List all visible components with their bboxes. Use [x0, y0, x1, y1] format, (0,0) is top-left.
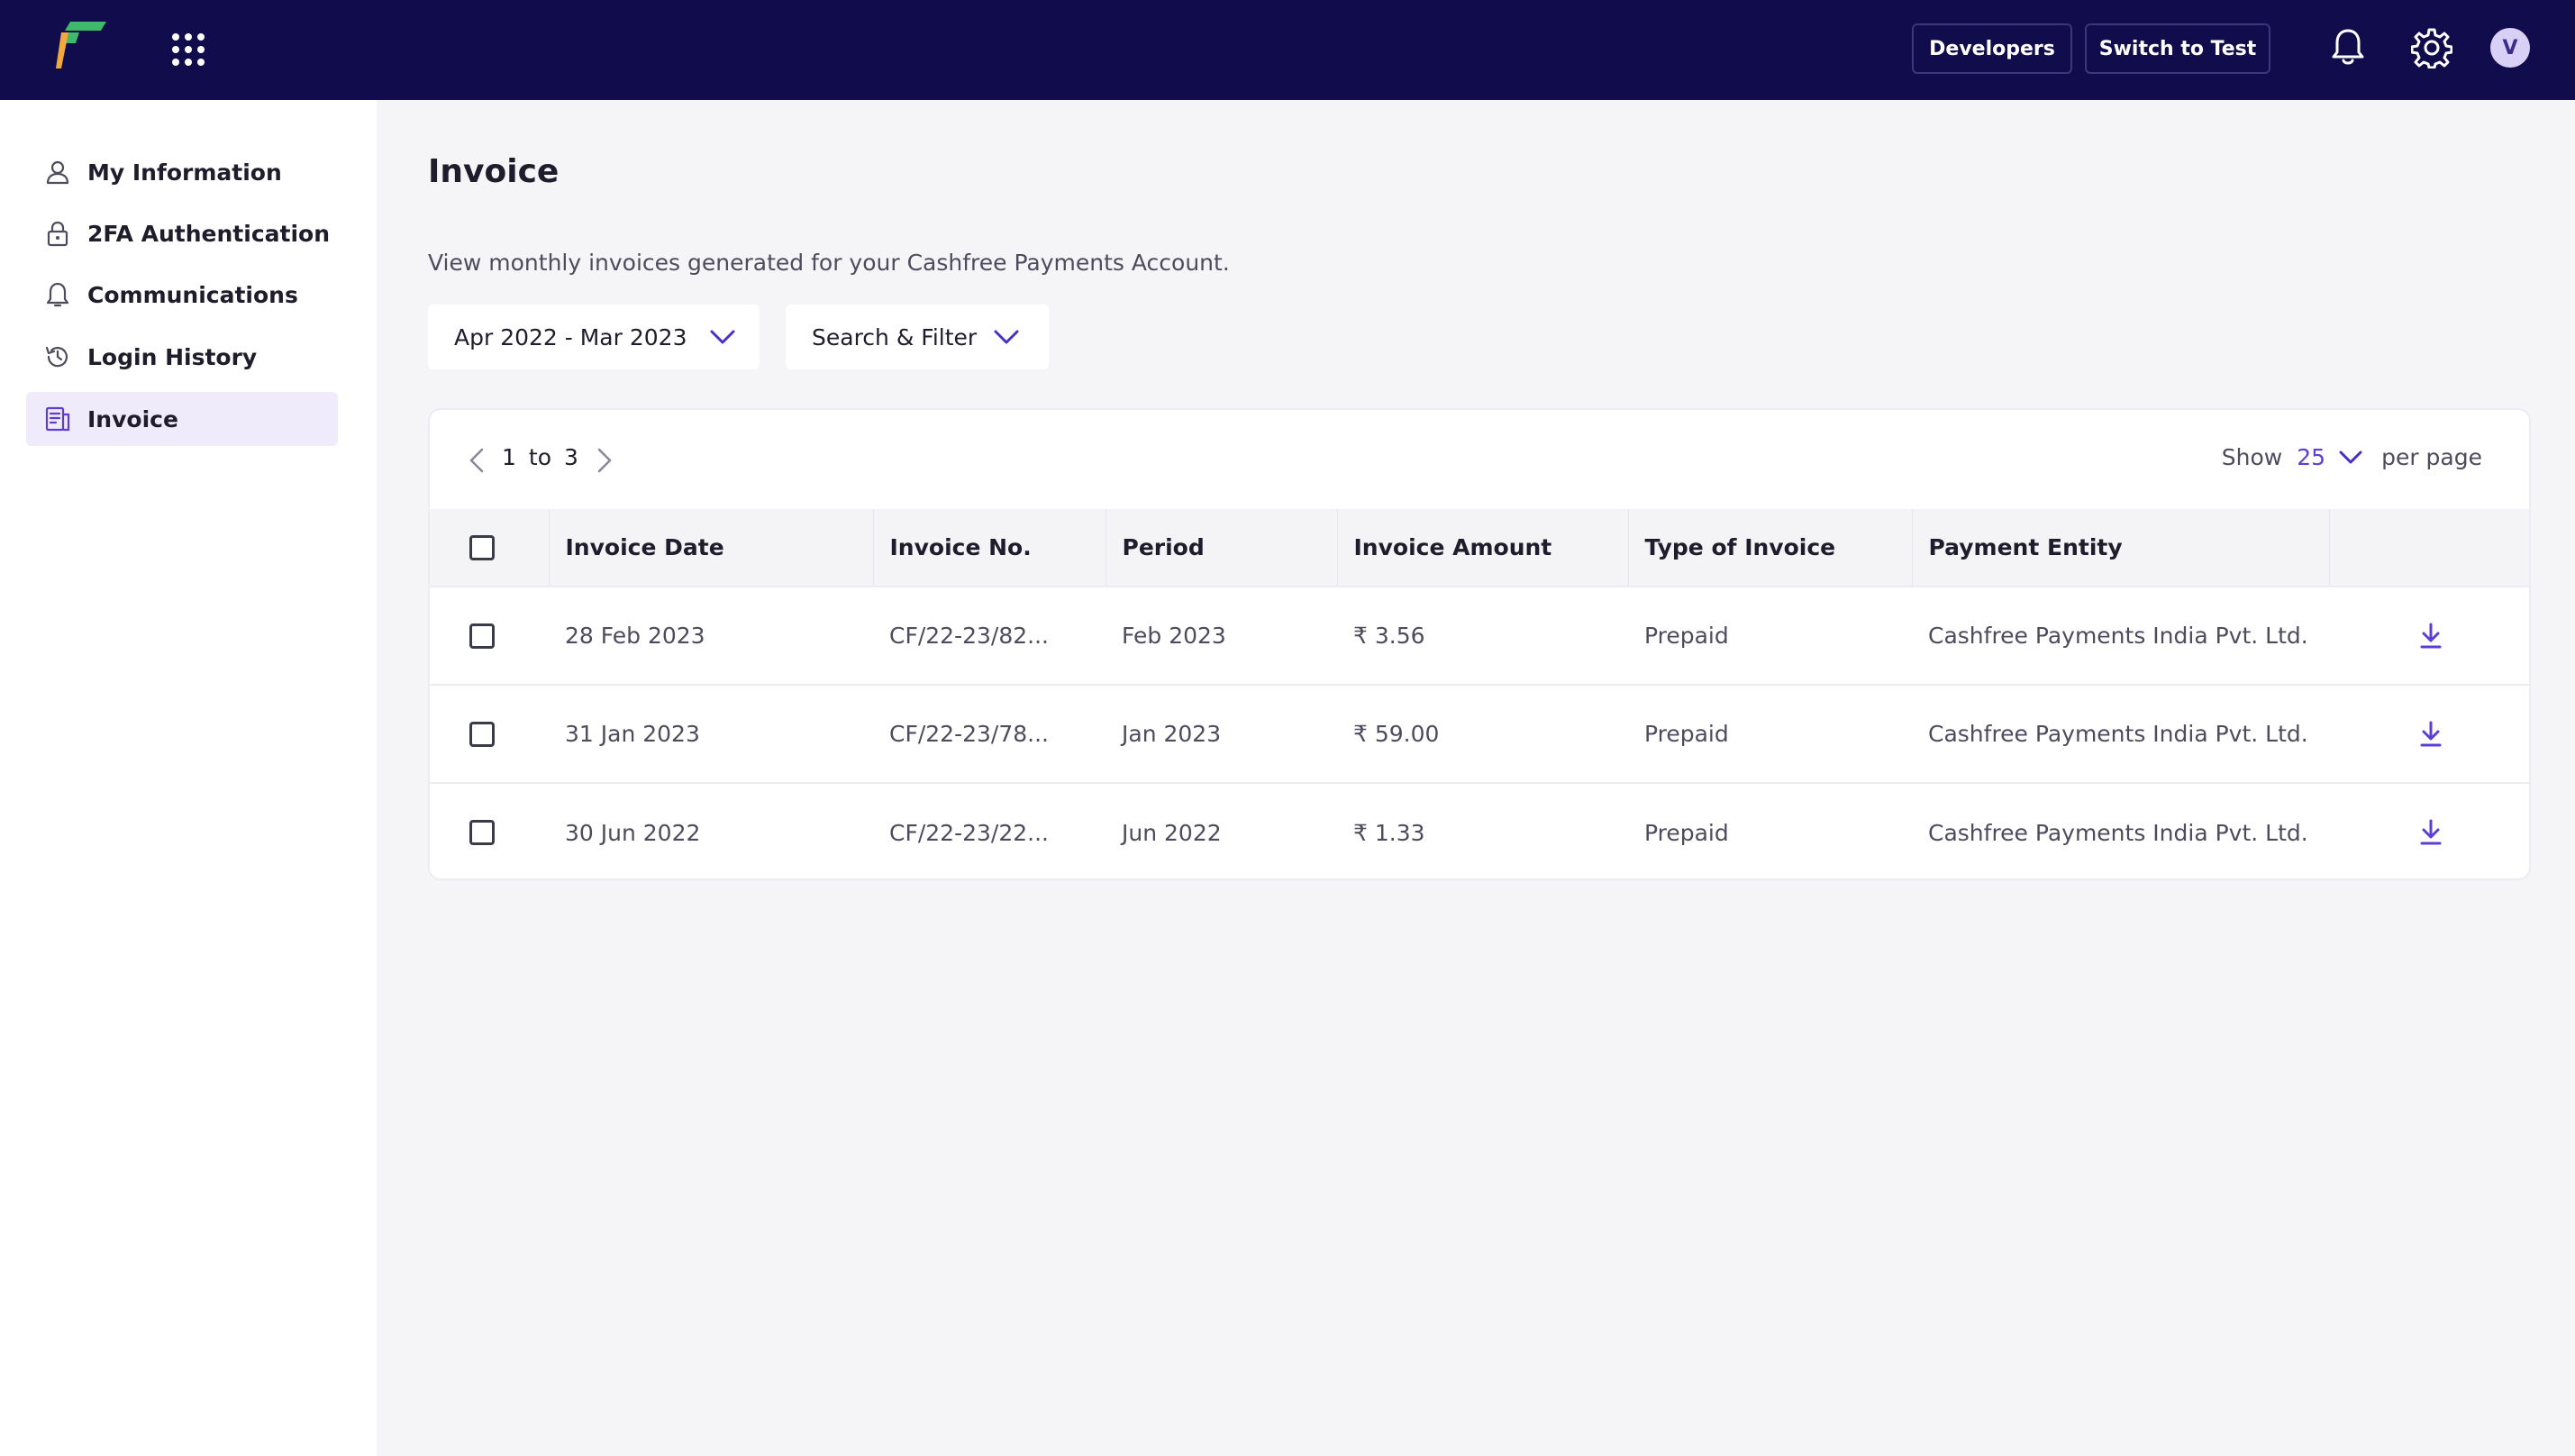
invoice-period: Jan 2023: [1122, 721, 1222, 747]
download-cell: [2329, 685, 2529, 783]
sidebar-item-communications[interactable]: Communications: [26, 268, 338, 322]
select-all-cell: [430, 509, 550, 587]
pagination-to: 3: [564, 444, 578, 470]
download-cell: [2329, 783, 2529, 878]
row-select-cell: [430, 685, 549, 783]
lock-icon: [47, 221, 68, 247]
user-avatar[interactable]: V: [2490, 28, 2530, 68]
sidebar-item-login-history[interactable]: Login History: [26, 330, 338, 384]
per-page-selector: Show 25 per page: [2222, 444, 2482, 470]
search-filter-label: Search & Filter: [812, 323, 978, 350]
download-cell: [2329, 587, 2529, 685]
invoice-table: Invoice Date Invoice No. Period Invoice …: [430, 509, 2529, 878]
invoice-type: Prepaid: [1644, 819, 1729, 846]
invoice-date: 28 Feb 2023: [565, 623, 705, 649]
row-checkbox[interactable]: [469, 721, 495, 747]
invoice-table-card: 1 to 3 Show 25 per page Invoice Date Inv…: [428, 408, 2531, 880]
invoice-number: CF/22-23/22...: [889, 819, 1049, 846]
chevron-down-icon: [994, 330, 1019, 344]
table-header-row: Invoice Date Invoice No. Period Invoice …: [430, 509, 2529, 587]
show-label: Show: [2221, 444, 2283, 470]
sidebar-item-invoice[interactable]: Invoice: [26, 392, 338, 446]
pagination-from: 1: [502, 444, 516, 470]
invoice-date: 31 Jan 2023: [565, 721, 700, 747]
row-select-cell: [430, 587, 549, 685]
download-icon[interactable]: [2419, 720, 2443, 749]
sidebar-item-my-information[interactable]: My Information: [26, 145, 338, 199]
sidebar-item-label: Communications: [87, 281, 298, 308]
pagination-to-word: to: [528, 444, 552, 470]
switch-to-test-button[interactable]: Switch to Test: [2085, 23, 2270, 74]
bell-icon: [46, 282, 69, 307]
select-all-checkbox[interactable]: [469, 534, 495, 560]
history-icon: [45, 346, 68, 368]
column-header-payment-entity[interactable]: Payment Entity: [1912, 509, 2330, 587]
sidebar-item-2fa-authentication[interactable]: 2FA Authentication: [26, 206, 338, 260]
invoice-amount: ₹ 1.33: [1353, 819, 1425, 846]
sidebar-item-label: Invoice: [87, 405, 178, 432]
cashfree-logo[interactable]: [56, 20, 106, 68]
invoice-date: 30 Jun 2022: [565, 819, 701, 846]
invoice-icon: [45, 406, 70, 432]
per-page-value[interactable]: 25: [2297, 444, 2326, 470]
invoice-number: CF/22-23/82...: [889, 623, 1049, 649]
sidebar-item-label: Login History: [87, 343, 258, 370]
column-header-invoice-no[interactable]: Invoice No.: [873, 509, 1106, 587]
invoice-amount: ₹ 3.56: [1353, 623, 1425, 649]
page-subtitle: View monthly invoices generated for your…: [428, 250, 1230, 276]
invoice-type: Prepaid: [1644, 623, 1729, 649]
table-row: 30 Jun 2022 CF/22-23/22... Jun 2022 ₹ 1.…: [430, 783, 2529, 878]
invoice-period: Feb 2023: [1122, 623, 1226, 649]
payment-entity: Cashfree Payments India Pvt. Ltd.: [1928, 721, 2308, 747]
invoice-type: Prepaid: [1644, 721, 1729, 747]
invoice-period: Jun 2022: [1122, 819, 1222, 846]
user-icon: [46, 160, 69, 185]
pagination-range: 1 to 3: [502, 444, 578, 470]
sidebar: My Information 2FA Authentication Commun…: [0, 100, 377, 1456]
payment-entity: Cashfree Payments India Pvt. Ltd.: [1928, 623, 2308, 649]
column-header-period[interactable]: Period: [1106, 509, 1338, 587]
chevron-down-icon: [710, 330, 735, 344]
developers-button[interactable]: Developers: [1912, 23, 2072, 74]
date-range-dropdown[interactable]: Apr 2022 - Mar 2023: [428, 305, 760, 369]
payment-entity: Cashfree Payments India Pvt. Ltd.: [1928, 819, 2308, 846]
chevron-down-icon[interactable]: [2338, 450, 2363, 466]
row-checkbox[interactable]: [469, 820, 495, 845]
previous-page-icon[interactable]: [466, 446, 487, 475]
next-page-icon[interactable]: [594, 446, 615, 475]
notifications-bell-icon[interactable]: [2330, 27, 2366, 67]
table-row: 28 Feb 2023 CF/22-23/82... Feb 2023 ₹ 3.…: [430, 587, 2529, 685]
row-select-cell: [430, 783, 549, 878]
column-header-invoice-date[interactable]: Invoice Date: [549, 509, 874, 587]
column-header-actions: [2329, 509, 2529, 587]
column-header-invoice-amount[interactable]: Invoice Amount: [1337, 509, 1629, 587]
invoice-amount: ₹ 59.00: [1353, 721, 1440, 747]
per-page-label: per page: [2381, 444, 2482, 470]
date-range-value: Apr 2022 - Mar 2023: [454, 323, 687, 350]
top-navigation-bar: Developers Switch to Test V: [0, 0, 2575, 100]
row-checkbox[interactable]: [469, 623, 495, 649]
invoice-number: CF/22-23/78...: [889, 721, 1049, 747]
download-icon[interactable]: [2419, 818, 2443, 847]
search-filter-dropdown[interactable]: Search & Filter: [786, 305, 1049, 369]
sidebar-item-label: My Information: [87, 159, 282, 186]
download-icon[interactable]: [2419, 622, 2443, 651]
sidebar-item-label: 2FA Authentication: [87, 220, 331, 247]
column-header-type-of-invoice[interactable]: Type of Invoice: [1628, 509, 1913, 587]
page-title: Invoice: [428, 153, 560, 190]
settings-gear-icon[interactable]: [2411, 27, 2452, 68]
apps-grid-icon[interactable]: [171, 32, 205, 67]
table-row: 31 Jan 2023 CF/22-23/78... Jan 2023 ₹ 59…: [430, 685, 2529, 783]
